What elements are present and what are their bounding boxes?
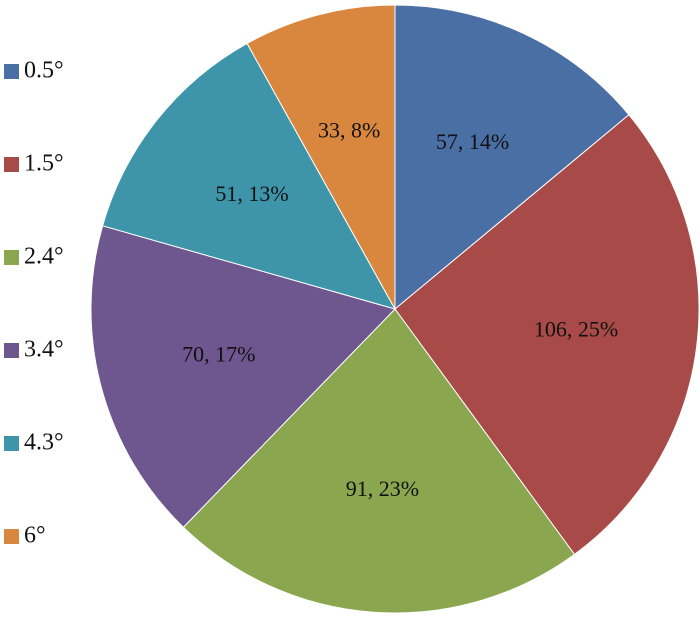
data-label: 91, 23% <box>346 476 419 501</box>
pie-slice <box>182 308 576 614</box>
legend-label: 6° <box>24 523 46 549</box>
legend-swatch <box>4 157 19 172</box>
legend-label: 4.3° <box>24 430 64 456</box>
data-label: 51, 13% <box>215 181 288 206</box>
legend-label: 0.5° <box>24 58 64 84</box>
pie-slice <box>394 4 630 311</box>
legend-swatch <box>4 64 19 79</box>
data-label: 70, 17% <box>182 341 255 366</box>
legend-label: 1.5° <box>24 151 64 177</box>
pie-slice <box>246 4 396 311</box>
data-label: 57, 14% <box>436 129 509 154</box>
legend-label: 2.4° <box>24 244 64 270</box>
pie-slice <box>101 42 397 310</box>
legend-swatch <box>4 343 19 358</box>
legend-swatch <box>4 250 19 265</box>
data-label: 106, 25% <box>534 316 618 341</box>
legend-swatch <box>4 529 19 544</box>
legend-label: 3.4° <box>24 337 64 363</box>
pie-slice <box>394 114 700 556</box>
data-label: 33, 8% <box>318 118 380 143</box>
pie-slice <box>90 225 396 528</box>
legend-swatch <box>4 436 19 451</box>
